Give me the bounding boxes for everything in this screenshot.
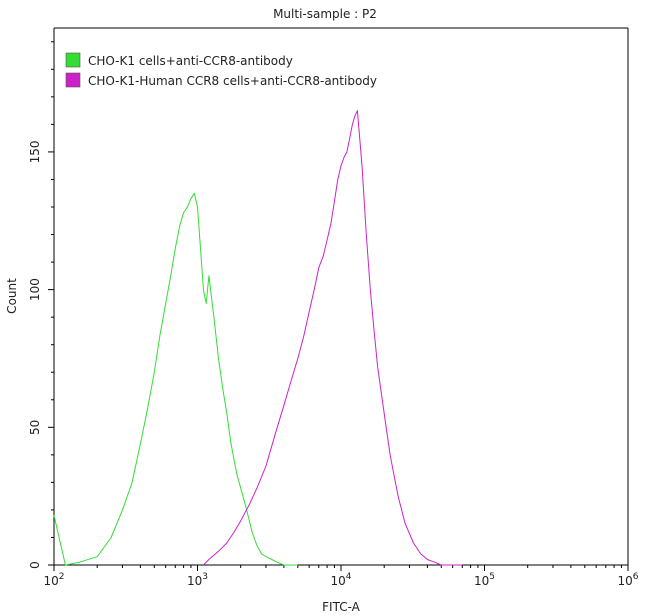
x-tick-base: 10 — [474, 574, 489, 588]
x-tick-exponent: 5 — [489, 572, 495, 582]
y-tick-label: 50 — [28, 420, 42, 435]
chart-title: Multi-sample : P2 — [273, 7, 377, 21]
series-line-1 — [53, 192, 298, 566]
x-tick-label: 104 — [330, 572, 351, 588]
legend: CHO-K1 cells+anti-CCR8-antibody CHO-K1-Hu… — [65, 52, 377, 88]
x-axis-label: FITC-A — [322, 600, 361, 614]
series-line-2 — [203, 110, 463, 566]
plot-frame — [53, 27, 629, 566]
y-axis-label: Count — [5, 278, 19, 314]
x-tick-base: 10 — [330, 574, 345, 588]
x-tick-exponent: 3 — [202, 572, 208, 582]
x-tick-base: 10 — [187, 574, 202, 588]
x-tick-label: 105 — [474, 572, 495, 588]
y-tick-label: 0 — [28, 561, 42, 569]
x-tick-label: 102 — [43, 572, 64, 588]
y-axis-ticks: 0 50 100 150 — [28, 41, 54, 569]
x-axis-ticks: 102 103 104 105 106 — [43, 565, 639, 588]
legend-swatch-2 — [65, 72, 81, 88]
legend-swatch-1 — [65, 52, 81, 68]
x-tick-base: 10 — [43, 574, 58, 588]
x-tick-label: 106 — [617, 572, 638, 588]
legend-label-1: CHO-K1 cells+anti-CCR8-antibody — [88, 54, 293, 68]
x-tick-label: 103 — [187, 572, 208, 588]
series-layer — [53, 110, 463, 566]
x-tick-base: 10 — [617, 574, 632, 588]
y-tick-label: 100 — [28, 278, 42, 301]
x-tick-exponent: 2 — [59, 572, 65, 582]
x-tick-exponent: 4 — [346, 572, 352, 582]
legend-label-2: CHO-K1-Human CCR8 cells+anti-CCR8-antibo… — [88, 74, 377, 88]
y-tick-label: 150 — [28, 140, 42, 163]
x-tick-exponent: 6 — [633, 572, 639, 582]
